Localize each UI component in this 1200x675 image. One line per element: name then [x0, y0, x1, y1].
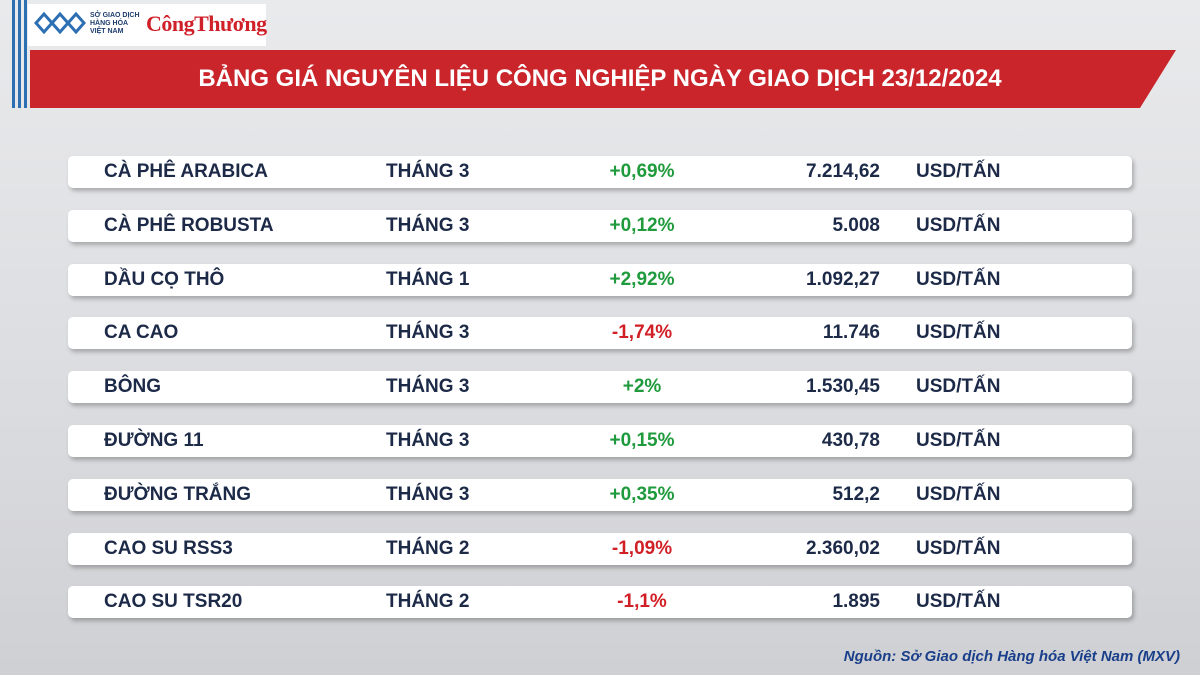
contract-month: THÁNG 3 — [386, 483, 470, 505]
commodity: DẦU CỌ THÔ — [104, 268, 225, 290]
price: 7.214,62 — [806, 161, 880, 182]
change: +2,92% — [609, 268, 675, 290]
unit: USD/TẤN — [916, 430, 1001, 451]
price: 2.360,02 — [806, 537, 880, 559]
contract-month: THÁNG 1 — [386, 268, 470, 290]
contract-month: THÁNG 3 — [386, 322, 470, 344]
contract-month: THÁNG 3 — [386, 430, 470, 451]
title: BẢNG GIÁ NGUYÊN LIỆU CÔNG NGHIỆP NGÀY GI… — [198, 65, 1002, 92]
unit: USD/TẤN — [916, 591, 1001, 613]
price: 1.530,45 — [806, 376, 880, 398]
unit: USD/TẤN — [916, 161, 1001, 182]
price: 512,2 — [832, 483, 880, 505]
commodity: CAO SU TSR20 — [104, 591, 243, 613]
commodity: ĐƯỜNG 11 — [104, 430, 204, 451]
unit: USD/TẤN — [916, 214, 1001, 236]
unit: USD/TẤN — [916, 268, 1001, 290]
stripe — [24, 0, 27, 108]
change: +0,15% — [609, 430, 675, 451]
stripe — [12, 0, 15, 108]
logo-icon — [34, 11, 86, 35]
change: +0,35% — [609, 483, 675, 505]
brand: CôngThương — [146, 11, 267, 36]
table-row: BÔNG THÁNG 3 +2% 1.530,45 USD/TẤN — [68, 371, 1132, 404]
change: -1,74% — [611, 322, 673, 344]
stripe — [18, 0, 21, 108]
logo-text: VIỆT NAM — [90, 28, 124, 35]
title-banner — [30, 50, 1176, 108]
price: 11.746 — [822, 322, 880, 344]
price: 430,78 — [821, 430, 880, 451]
change: +0,12% — [609, 214, 675, 236]
price: 1.092,27 — [806, 268, 880, 290]
commodity: BÔNG — [104, 376, 161, 398]
contract-month: THÁNG 3 — [386, 214, 470, 236]
contract-month: THÁNG 3 — [386, 376, 470, 398]
table-row: CÀ PHÊ ARABICA THÁNG 3 +0,69% 7.214,62 USD/T… — [68, 156, 1132, 188]
commodity: CA CAO — [104, 322, 179, 344]
change: -1,1% — [617, 591, 667, 613]
unit: USD/TẤN — [916, 483, 1001, 505]
price: 1.895 — [832, 591, 880, 613]
table-row: CÀ PHÊ ROBUSTA THÁNG 3 +0,12% 5.008 USD/TẤN — [68, 209, 1132, 242]
logo-text: SỞ GIAO DỊCH — [90, 12, 140, 19]
table-row: DẦU CỌ THÔ THÁNG 1 +2,92% 1.092,27 USD/TẤN — [68, 263, 1132, 296]
table-row: ĐƯỜNG TRẮNG THÁNG 3 +0,35% 512,2 USD/TẤN — [68, 478, 1132, 511]
change: +0,69% — [609, 161, 675, 182]
commodity: CÀ PHÊ ARABICA — [104, 161, 268, 182]
contract-month: THÁNG 2 — [386, 537, 470, 559]
table-row: CAO SU TSR20 THÁNG 2 -1,1% 1.895 USD/TẤN — [68, 586, 1132, 619]
table-row: ĐƯỜNG 11 THÁNG 3 +0,15% 430,78 USD/TẤN — [68, 425, 1132, 457]
source: Nguồn: Sở Giao dịch Hàng hóa Việt Nam (M… — [843, 648, 1180, 665]
logo-text: HÀNG HÓA — [90, 20, 129, 27]
commodity: CÀ PHÊ ROBUSTA — [104, 214, 274, 236]
table-row: CA CAO THÁNG 3 -1,74% 11.746 USD/TẤN — [68, 317, 1132, 350]
contract-month: THÁNG 3 — [386, 161, 470, 182]
commodity: CAO SU RSS3 — [104, 537, 233, 559]
unit: USD/TẤN — [916, 376, 1001, 398]
table-row: CAO SU RSS3 THÁNG 2 -1,09% 2.360,02 USD/TẤN — [68, 532, 1132, 565]
change: +2% — [622, 376, 662, 398]
change: -1,09% — [611, 537, 673, 559]
unit: USD/TẤN — [916, 322, 1001, 344]
commodity: ĐƯỜNG TRẮNG — [104, 483, 252, 505]
unit: USD/TẤN — [916, 537, 1001, 559]
contract-month: THÁNG 2 — [386, 591, 470, 613]
price: 5.008 — [832, 214, 880, 236]
